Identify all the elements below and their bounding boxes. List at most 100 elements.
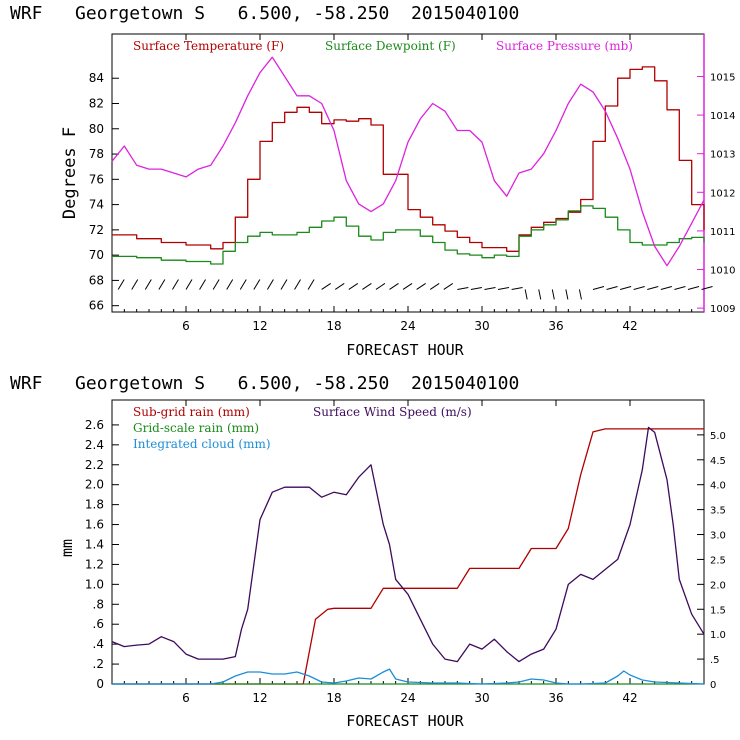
- x-tick-label: 30: [474, 691, 489, 705]
- y-tick-label: .8: [93, 597, 104, 611]
- x-tick-label: 18: [326, 691, 341, 705]
- x-tick-label: 18: [326, 319, 341, 333]
- x-tick-label: 30: [474, 319, 489, 333]
- wind-barb: [457, 286, 469, 290]
- wind-barb: [633, 285, 645, 290]
- wind-barb: [538, 289, 542, 300]
- y2-tick-label: 4.5: [710, 456, 726, 467]
- y2-tick-label: 1014: [710, 111, 735, 122]
- wind-barb: [578, 289, 582, 300]
- legend-surface-temperature: Surface Temperature (F): [133, 39, 284, 53]
- y-tick-label: 80: [89, 122, 104, 136]
- wind-barb: [647, 285, 659, 290]
- x-tick-label: 24: [400, 691, 415, 705]
- y-tick-label: .4: [93, 637, 104, 651]
- wind-barb: [212, 279, 220, 290]
- y-tick-label: .6: [93, 617, 104, 631]
- y2-tick-label: 1010: [710, 266, 735, 277]
- legend-surface-dewpoint: Surface Dewpoint (F): [325, 39, 456, 53]
- wind-barb: [429, 283, 440, 290]
- y-tick-label: 2.0: [85, 478, 104, 492]
- wind-barb: [375, 283, 386, 290]
- wind-barb: [239, 279, 247, 290]
- wind-barb: [334, 283, 345, 290]
- y-tick-label: 1.0: [85, 577, 104, 591]
- wind-barb: [158, 279, 166, 290]
- wind-barb: [348, 283, 359, 290]
- series-line-integrated-cloud: [112, 668, 705, 685]
- series-line-sub-grid-rain: [112, 428, 704, 685]
- y2-tick-label: 1.5: [710, 605, 726, 616]
- wind-barb: [199, 279, 206, 290]
- top-series-group: [111, 56, 705, 267]
- y-tick-label: 72: [89, 223, 104, 237]
- y2-tick-label: 1011: [710, 227, 735, 238]
- wind-barb: [687, 285, 700, 290]
- x-tick-label: 6: [182, 691, 190, 705]
- legend-grid-scale-rain: Grid-scale rain (mm): [133, 421, 259, 435]
- y-tick-label: 66: [89, 299, 104, 313]
- y2-tick-label: 2.0: [710, 580, 726, 591]
- wind-barb: [524, 289, 528, 300]
- y2-tick-label: 3.5: [710, 506, 726, 517]
- y-tick-label: 1.8: [85, 498, 104, 512]
- wind-barb: [402, 283, 413, 290]
- top-chart-title: WRF Georgetown S 6.500, -58.250 20150401…: [10, 3, 519, 24]
- top-y-axis-label: Degrees F: [60, 127, 80, 219]
- wind-barb: [674, 285, 686, 290]
- wind-barb: [321, 283, 331, 290]
- series-line-surface-pressure: [111, 56, 705, 267]
- y-tick-label: 84: [89, 71, 104, 85]
- bottom-series-group: [111, 426, 705, 685]
- wind-barb: [172, 279, 179, 290]
- y-tick-label: 78: [89, 147, 104, 161]
- y2-tick-label: 4.0: [710, 481, 726, 492]
- y-tick-label: 68: [89, 273, 104, 287]
- y2-tick-label: 1013: [710, 150, 735, 161]
- y2-tick-label: .5: [710, 655, 720, 666]
- x-tick-label: 36: [548, 319, 563, 333]
- y-tick-label: 1.4: [85, 537, 104, 551]
- y2-tick-label: 1009: [710, 304, 735, 315]
- wind-barb: [701, 285, 713, 290]
- y2-tick-label: 1015: [710, 72, 735, 83]
- y-tick-label: 82: [89, 97, 104, 111]
- series-line-surface-temperature: [112, 66, 705, 252]
- y2-tick-label: 0: [710, 680, 716, 691]
- bottom-left-axis: 0 .2 .4 .6 .8 1.0 1.2 1.4 1.6 1.8 2.0 2.2 2.4 2.6: [85, 418, 119, 691]
- wind-barb: [592, 285, 605, 290]
- y2-tick-label: 3.0: [710, 531, 726, 542]
- legend-sub-grid-rain: Sub-grid rain (mm): [133, 405, 250, 419]
- y-tick-label: 70: [89, 248, 104, 262]
- legend-surface-wind-speed: Surface Wind Speed (m/s): [313, 405, 472, 419]
- wind-barb: [511, 286, 523, 290]
- x-tick-label: 24: [400, 319, 415, 333]
- wind-barb: [389, 283, 399, 290]
- x-tick-label: 42: [622, 691, 637, 705]
- bottom-chart-title: WRF Georgetown S 6.500, -58.250 20150401…: [10, 373, 519, 394]
- y-tick-label: 76: [89, 172, 104, 186]
- top-right-axis: 1009 1010 1011 1012 1013 1014 1015: [697, 72, 735, 315]
- temperature-panel: WRF Georgetown S 6.500, -58.250 20150401…: [10, 3, 735, 359]
- wind-barb: [416, 283, 426, 290]
- wind-barb: [470, 286, 482, 290]
- x-tick-label: 42: [622, 319, 637, 333]
- wind-barb: [660, 285, 672, 290]
- x-tick-label: 6: [182, 319, 190, 333]
- top-left-axis: 66 68 70 72 74 76 78 80 82 84: [89, 71, 119, 313]
- top-x-axis: 6 12 18 24 30 36 42: [123, 34, 693, 333]
- wind-barb: [620, 285, 632, 290]
- y-tick-label: 74: [89, 198, 104, 212]
- bottom-right-axis: 0 .5 1.0 1.5 2.0 2.5 3.0 3.5 4.0 4.5 5.0: [697, 431, 726, 691]
- y2-tick-label: 5.0: [710, 431, 726, 442]
- wind-barb: [606, 285, 618, 290]
- y2-tick-label: 2.5: [710, 555, 726, 566]
- top-x-axis-label: FORECAST HOUR: [346, 341, 464, 359]
- bottom-legend: Sub-grid rain (mm) Grid-scale rain (mm) …: [133, 405, 472, 451]
- wind-barb: [497, 286, 510, 290]
- wind-barb: [362, 283, 372, 290]
- top-plot-frame: [111, 33, 705, 313]
- wind-barb: [280, 279, 288, 290]
- wind-barbs: [117, 279, 713, 300]
